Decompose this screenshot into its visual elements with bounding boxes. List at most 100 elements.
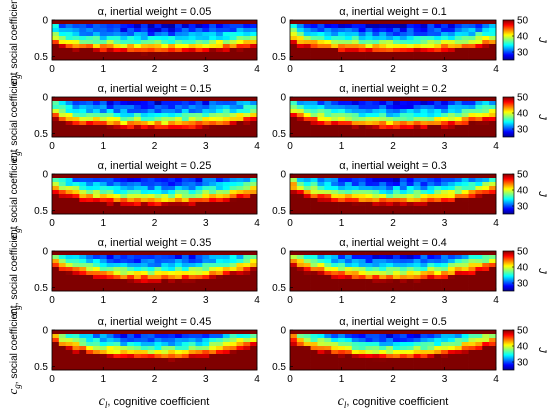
heatmap-cell: [181, 56, 190, 61]
heatmap-cell: [358, 338, 366, 343]
heatmap-cell: [216, 44, 224, 49]
heatmap-cell: [475, 190, 483, 195]
heatmap-cell: [379, 198, 387, 203]
heatmap-cell: [399, 330, 408, 335]
heatmap-cell: [113, 28, 121, 33]
heatmap-cell: [79, 275, 87, 280]
heatmap-cell: [365, 109, 373, 114]
heatmap-cell: [195, 350, 203, 355]
heatmap-cell: [86, 263, 94, 268]
heatmap-cell: [441, 346, 449, 351]
heatmap-cell: [447, 56, 456, 61]
heatmap-cell: [406, 366, 414, 371]
heatmap-cell: [236, 210, 244, 215]
heatmap-cell: [161, 97, 169, 102]
heatmap-cell: [79, 48, 87, 53]
heatmap-cell: [202, 36, 210, 41]
heatmap-cell: [372, 28, 380, 33]
heatmap-cell: [461, 117, 469, 122]
heatmap-cell: [243, 182, 251, 187]
heatmap-cell: [427, 186, 435, 191]
heatmap-cell: [482, 52, 490, 57]
heatmap-cell: [379, 271, 387, 276]
heatmap-cell: [188, 125, 196, 130]
heatmap-cell: [399, 358, 408, 363]
heatmap-cell: [338, 330, 346, 335]
heatmap-cell: [379, 279, 387, 284]
heatmap-cell: [113, 275, 121, 280]
heatmap-cell: [93, 334, 101, 339]
heatmap-cell: [52, 129, 60, 134]
heatmap-cell: [317, 366, 325, 371]
heatmap-cell: [290, 178, 298, 183]
heatmap-cell: [344, 121, 353, 126]
heatmap-cell: [489, 182, 497, 187]
heatmap-cell: [344, 259, 353, 264]
heatmap-cell: [188, 206, 196, 211]
heatmap-cell: [303, 350, 311, 355]
heatmap-cell: [120, 133, 128, 138]
heatmap-cell: [72, 20, 80, 25]
heatmap-cell: [175, 255, 183, 260]
heatmap-cells: [52, 97, 258, 138]
heatmap-cell: [127, 190, 135, 195]
heatmap-cell: [154, 28, 162, 33]
heatmap-cell: [379, 182, 387, 187]
heatmap-cell: [461, 32, 469, 37]
heatmap-cell: [427, 105, 435, 110]
heatmap-cell: [134, 44, 142, 49]
heatmap-cell: [134, 271, 142, 276]
heatmap-cell: [188, 48, 196, 53]
heatmap-cell: [99, 279, 108, 284]
heatmap-cell: [475, 121, 483, 126]
heatmap-cell: [52, 198, 60, 203]
heatmap-cell: [303, 113, 311, 118]
heatmap-cell: [386, 255, 394, 260]
x-tick-label: 0: [49, 141, 55, 152]
heatmap-cell: [222, 174, 231, 179]
heatmap-cell: [454, 267, 463, 272]
heatmap-cell: [310, 354, 318, 359]
heatmap-cell: [222, 267, 231, 272]
heatmap-cell: [113, 48, 121, 53]
heatmap-cell: [127, 342, 135, 347]
heatmap-cell: [296, 101, 305, 106]
heatmap-cell: [222, 198, 231, 203]
heatmap-cell: [441, 101, 449, 106]
heatmap-cell: [406, 32, 414, 37]
heatmap-cell: [386, 186, 394, 191]
heatmap-cell: [58, 287, 67, 292]
heatmap-cell: [413, 190, 421, 195]
x-tick-label: 2: [152, 141, 158, 152]
heatmap-cell: [147, 271, 155, 276]
x-tick-label: 4: [493, 295, 499, 306]
heatmap-cell: [65, 362, 73, 367]
heatmap-cell: [209, 366, 217, 371]
heatmap-cell: [168, 346, 176, 351]
heatmap-cell: [93, 251, 101, 256]
heatmap-cell: [447, 186, 456, 191]
heatmap-cell: [52, 287, 60, 292]
panel-grid: α, inertial weight = 0.050 1 2 3 400.5α, ine…: [34, 6, 548, 385]
heatmap-cell: [140, 52, 149, 57]
heatmap-cell: [317, 121, 325, 126]
heatmap-cell: [168, 330, 176, 335]
heatmap-cell: [317, 259, 325, 264]
heatmap-cell: [413, 178, 421, 183]
heatmap-cell: [386, 342, 394, 347]
heatmap-cell: [161, 186, 169, 191]
heatmap-cell: [317, 342, 325, 347]
heatmap-cell: [99, 32, 108, 37]
heatmap-cell: [52, 259, 60, 264]
heatmap-cell: [188, 346, 196, 351]
heatmap-cell: [351, 194, 360, 199]
heatmap-cell: [175, 32, 183, 37]
heatmap-cell: [386, 56, 394, 61]
heatmap-cell: [331, 366, 339, 371]
heatmap-cell: [86, 334, 94, 339]
heatmap-cell: [195, 113, 203, 118]
heatmap-cell: [202, 190, 210, 195]
heatmap-cell: [461, 109, 469, 114]
heatmap-cell: [154, 129, 162, 134]
heatmap-cell: [202, 350, 210, 355]
